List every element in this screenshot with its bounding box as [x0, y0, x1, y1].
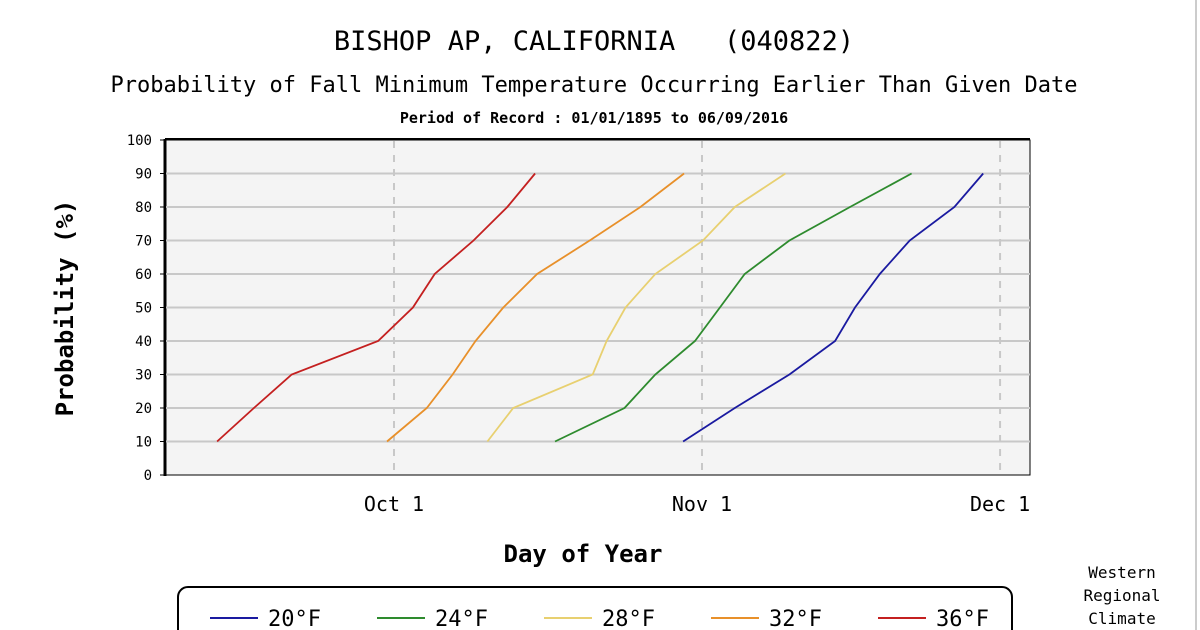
x-tick-label: Nov 1 — [672, 492, 732, 516]
x-tick-label: Dec 1 — [970, 492, 1030, 516]
chart-title: BISHOP AP, CALIFORNIA (040822) — [334, 26, 854, 57]
x-axis-label: Day of Year — [504, 540, 663, 568]
legend-label: 24°F — [435, 607, 488, 630]
y-tick-label: 40 — [135, 334, 152, 350]
series-line-28f — [486, 172, 786, 443]
legend-box — [177, 586, 1013, 630]
y-tick-label: 100 — [127, 133, 152, 149]
credit-line-1: Western — [1088, 563, 1155, 582]
credit-line-3: Climate — [1088, 609, 1155, 628]
legend-label: 28°F — [602, 607, 655, 630]
y-tick-label: 70 — [135, 234, 152, 250]
series-line-20f — [682, 172, 984, 443]
legend-label: 36°F — [936, 607, 989, 630]
y-axis-label: Probability (%) — [51, 200, 79, 417]
x-tick-label: Oct 1 — [364, 492, 424, 516]
series-line-32f — [386, 172, 685, 443]
y-tick-label: 60 — [135, 267, 152, 283]
y-tick-label: 80 — [135, 200, 152, 216]
y-tick-label: 0 — [144, 468, 152, 484]
y-tick-label: 90 — [135, 167, 152, 183]
series-line-36f — [216, 172, 536, 443]
chart-subtitle: Probability of Fall Minimum Temperature … — [111, 73, 1078, 98]
y-tick-label: 10 — [135, 435, 152, 451]
legend-label: 20°F — [268, 607, 321, 630]
y-tick-label: 50 — [135, 301, 152, 317]
chart-period: Period of Record : 01/01/1895 to 06/09/2… — [400, 109, 788, 127]
credit-line-2: Regional — [1083, 586, 1160, 605]
y-tick-label: 20 — [135, 401, 152, 417]
series-line-24f — [554, 172, 913, 443]
y-tick-label: 30 — [135, 368, 152, 384]
legend-label: 32°F — [769, 607, 822, 630]
